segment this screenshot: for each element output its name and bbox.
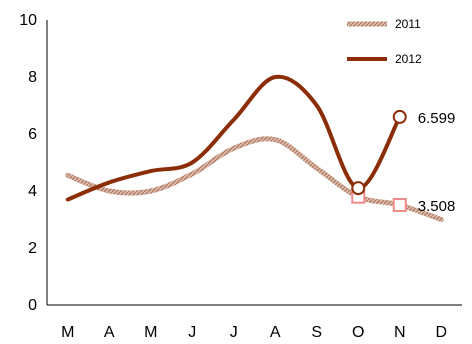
y-tick-label: 4 xyxy=(28,183,37,200)
x-tick-label: N xyxy=(394,324,406,341)
y-tick-label: 8 xyxy=(28,69,37,86)
series-line-2012 xyxy=(65,74,402,202)
x-tick-label: J xyxy=(230,324,238,341)
x-tick-label: S xyxy=(311,324,322,341)
y-tick-label: 6 xyxy=(28,126,37,143)
data-point-marker xyxy=(392,198,407,213)
data-label-2011: 3.508 xyxy=(418,198,456,215)
y-tick-label: 2 xyxy=(28,240,37,257)
data-label-2012: 6.599 xyxy=(418,110,456,127)
data-point-marker xyxy=(392,109,407,124)
series-line-2011 xyxy=(65,136,444,222)
x-tick-label: M xyxy=(144,324,157,341)
x-tick-label: O xyxy=(352,324,364,341)
legend-label-2012: 2012 xyxy=(395,52,422,66)
x-tick-label: A xyxy=(104,324,115,341)
legend-label-2011: 2011 xyxy=(395,17,421,31)
x-tick-label: A xyxy=(270,324,281,341)
data-point-marker xyxy=(351,181,366,196)
series-2012 xyxy=(65,74,407,202)
axes: 0 2 4 6 8 10 M A M J J A S O N D xyxy=(19,12,462,341)
y-tick-label: 10 xyxy=(19,12,37,29)
x-tick-label: D xyxy=(435,324,447,341)
y-tick-label: 0 xyxy=(28,297,37,314)
labels-layer: 3.508 6.599 xyxy=(418,110,456,215)
x-tick-label: J xyxy=(188,324,196,341)
series-layer xyxy=(65,74,444,222)
legend: 2011 2012 xyxy=(347,17,422,66)
x-tick-label: M xyxy=(61,324,74,341)
